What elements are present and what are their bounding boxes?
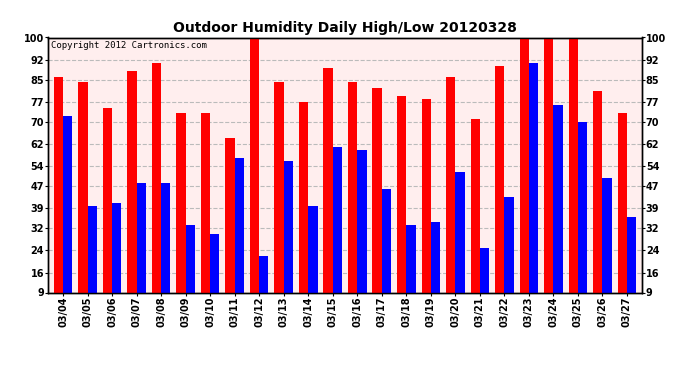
Bar [103, 108, 112, 292]
Bar [348, 82, 357, 292]
Bar [152, 63, 161, 292]
Bar [627, 217, 636, 292]
Bar [382, 189, 391, 292]
Bar [275, 82, 284, 292]
Bar [186, 225, 195, 292]
Bar [618, 113, 627, 292]
Bar [250, 38, 259, 292]
Bar [569, 38, 578, 292]
Bar [112, 203, 121, 292]
Bar [210, 234, 219, 292]
Bar [137, 183, 146, 292]
Bar [333, 147, 342, 292]
Bar [235, 158, 244, 292]
Bar [480, 248, 489, 292]
Bar [455, 172, 464, 292]
Bar [471, 119, 480, 292]
Bar [495, 66, 504, 292]
Bar [422, 99, 431, 292]
Bar [78, 82, 88, 292]
Bar [88, 206, 97, 292]
Bar [431, 222, 440, 292]
Title: Outdoor Humidity Daily High/Low 20120328: Outdoor Humidity Daily High/Low 20120328 [173, 21, 517, 35]
Bar [397, 96, 406, 292]
Bar [127, 71, 137, 292]
Bar [578, 122, 587, 292]
Bar [446, 77, 455, 292]
Bar [299, 102, 308, 292]
Bar [553, 105, 563, 292]
Bar [357, 150, 366, 292]
Bar [593, 91, 602, 292]
Bar [544, 38, 553, 292]
Bar [520, 38, 529, 292]
Bar [259, 256, 268, 292]
Bar [161, 183, 170, 292]
Bar [406, 225, 415, 292]
Bar [284, 161, 293, 292]
Bar [54, 77, 63, 292]
Bar [324, 68, 333, 292]
Bar [177, 113, 186, 292]
Bar [504, 197, 513, 292]
Text: Copyright 2012 Cartronics.com: Copyright 2012 Cartronics.com [51, 41, 207, 50]
Bar [308, 206, 317, 292]
Bar [529, 63, 538, 292]
Bar [226, 138, 235, 292]
Bar [63, 116, 72, 292]
Bar [602, 178, 612, 292]
Bar [373, 88, 382, 292]
Bar [201, 113, 210, 292]
